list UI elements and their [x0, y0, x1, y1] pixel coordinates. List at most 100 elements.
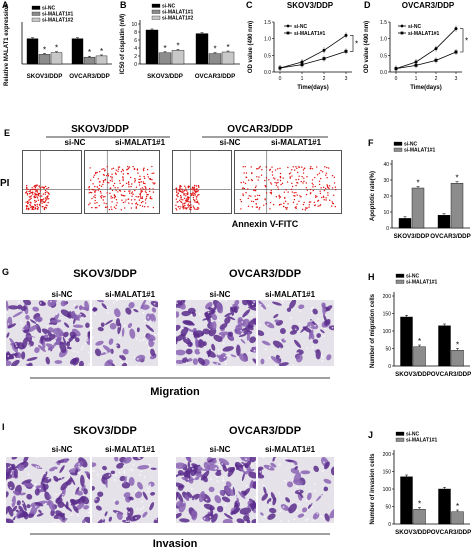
flow-event-dot: [277, 186, 279, 188]
membrane-pore: [310, 320, 313, 322]
membrane-pore: [267, 304, 270, 307]
membrane-pore: [201, 519, 203, 522]
membrane-pore: [148, 504, 151, 507]
stained-cell: [294, 466, 298, 470]
flow-event-dot: [149, 197, 152, 200]
stained-cell: [150, 467, 157, 470]
stained-cell: [142, 511, 148, 518]
stained-cell: [270, 356, 281, 364]
flow-event-dot: [35, 184, 37, 186]
flow-event-dot: [181, 190, 183, 193]
flow-event-dot: [94, 207, 97, 209]
flow-event-dot: [242, 194, 244, 197]
membrane-pore: [279, 347, 281, 349]
chart-a-bar: [38, 54, 51, 65]
stained-cell: [299, 492, 304, 499]
membrane-pore: [135, 338, 138, 340]
stained-cell: [61, 513, 66, 521]
flow-event-dot: [256, 168, 258, 170]
flow-event-dot: [175, 191, 178, 193]
chart-a-legend-swatch: [31, 5, 41, 10]
membrane-pore: [232, 315, 235, 318]
membrane-pore: [80, 348, 83, 351]
chart-h-category-label: OVCAR3/DDP: [431, 371, 472, 378]
membrane-pore: [293, 518, 296, 521]
flow-event-dot: [136, 203, 139, 206]
flow-event-dot: [120, 209, 123, 211]
membrane-pore: [138, 474, 141, 477]
stained-cell: [239, 353, 248, 362]
flow-event-dot: [126, 172, 129, 175]
flow-event-dot: [96, 201, 98, 204]
membrane-pore: [7, 466, 10, 469]
flow-event-dot: [179, 186, 181, 189]
membrane-pore: [221, 463, 224, 465]
flow-event-dot: [25, 191, 27, 194]
membrane-pore: [22, 328, 25, 331]
flow-event-dot: [26, 202, 29, 205]
flow-event-dot: [95, 172, 97, 175]
membrane-pore: [54, 461, 57, 463]
stained-cell: [300, 470, 311, 475]
membrane-pore: [207, 311, 210, 314]
stained-cell: [72, 324, 84, 328]
flow-event-dot: [175, 198, 178, 200]
membrane-pore: [9, 465, 12, 468]
stained-cell: [261, 493, 269, 501]
flow-event-dot: [32, 206, 35, 208]
flow-event-dot: [269, 191, 271, 194]
chart-f-ytick-label: 30: [383, 178, 389, 184]
membrane-pore: [140, 508, 142, 511]
flow-event-dot: [182, 208, 184, 210]
stained-cell: [197, 357, 206, 365]
flow-event-dot: [184, 204, 186, 207]
panel-letter-i: I: [2, 422, 5, 432]
flow-event-dot: [258, 167, 260, 169]
membrane-pore: [44, 472, 46, 475]
flow-event-dot: [105, 202, 107, 205]
membrane-pore: [33, 486, 36, 489]
stained-cell: [104, 477, 108, 488]
stained-cell: [184, 494, 190, 501]
membrane-pore: [218, 300, 221, 302]
membrane-pore: [321, 487, 324, 490]
flow-event-dot: [297, 178, 300, 181]
flow-event-dot: [242, 181, 245, 183]
invasion-photo-ovcar3-sinc: [176, 457, 256, 523]
stained-cell: [129, 328, 136, 339]
flow-event-dot: [26, 205, 29, 207]
flow-event-dot: [243, 187, 246, 190]
stained-cell: [34, 488, 40, 496]
chart-b-category-label: OVCAR3/DDP: [195, 73, 236, 80]
flow-event-dot: [185, 193, 187, 195]
flow-event-dot: [114, 172, 117, 174]
membrane-pore: [303, 512, 306, 515]
chart-a-bar: [50, 52, 63, 65]
flow-event-dot: [110, 206, 112, 208]
stained-cell: [38, 300, 45, 307]
flow-event-dot: [120, 171, 123, 173]
flow-event-dot: [121, 185, 123, 187]
flow-event-dot: [30, 206, 32, 209]
stained-cell: [242, 300, 250, 306]
flow-event-dot: [184, 199, 187, 202]
chart-d-legend-label: si-NC: [408, 24, 421, 30]
flow-event-dot: [29, 198, 31, 201]
flow-event-dot: [183, 197, 186, 200]
flow-event-dot: [319, 192, 322, 195]
stained-cell: [149, 502, 155, 511]
flow-event-dot: [139, 175, 141, 178]
flow-event-dot: [279, 167, 281, 170]
flow-event-dot: [263, 204, 265, 206]
membrane-pore: [268, 494, 271, 497]
flow-event-dot: [91, 197, 93, 200]
membrane-pore: [101, 521, 104, 523]
stained-cell: [21, 351, 26, 360]
flow-event-dot: [29, 205, 31, 207]
flow-event-dot: [183, 194, 185, 196]
flow-event-dot: [292, 166, 294, 168]
stained-cell: [286, 481, 294, 488]
flow-event-dot: [195, 190, 197, 193]
